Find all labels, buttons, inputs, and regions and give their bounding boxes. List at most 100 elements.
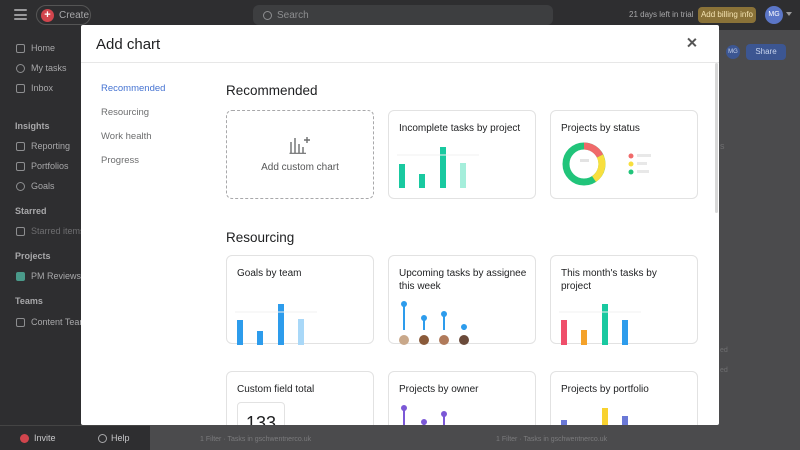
legend-dot-green (628, 169, 634, 175)
bar-chart-thumbnail (559, 304, 641, 345)
thumb-bar (602, 304, 608, 345)
search-icon (263, 10, 272, 20)
invite-button[interactable]: Invite (20, 433, 56, 443)
sidebar-item-label: Starred items (31, 226, 85, 236)
sidebar-item-label: Home (31, 43, 56, 53)
chart-card-this-months-tasks-by-project[interactable]: This month's tasks by project (550, 255, 698, 345)
chart-category-nav: Recommended Resourcing Work health Progr… (101, 83, 165, 179)
card-title: Goals by team (237, 268, 302, 279)
help-button[interactable]: Help (98, 433, 130, 443)
nav-item-work-health[interactable]: Work health (101, 131, 152, 142)
chevron-down-icon[interactable] (786, 12, 792, 16)
bar-chart-thumbnail (561, 408, 628, 425)
sidebar-item-label: PM Reviews (31, 271, 82, 281)
search-input[interactable]: Search (253, 5, 553, 25)
legend-dot-red (628, 153, 634, 159)
help-icon (98, 433, 107, 443)
insights-heading: Insights (15, 121, 50, 131)
chart-card-goals-by-team[interactable]: Goals by team (226, 255, 374, 345)
sidebar-item-my-tasks[interactable]: My tasks (16, 63, 67, 73)
add-billing-button[interactable]: Add billing info (698, 7, 756, 23)
sidebar-item-goals[interactable]: Goals (16, 181, 55, 191)
chart-card-upcoming-tasks-by-assignee[interactable]: Upcoming tasks by assignee this week (388, 255, 536, 345)
nav-item-progress[interactable]: Progress (101, 155, 140, 166)
scrollbar[interactable] (715, 63, 718, 213)
sidebar-item-label: Content Team (31, 317, 87, 327)
donut-segment-yellow (591, 154, 606, 182)
close-icon[interactable] (685, 36, 699, 50)
filter-text: 1 Filter · Tasks in gschwentnerco.uk (496, 436, 608, 443)
project-icon (16, 271, 25, 281)
check-circle-icon (16, 63, 25, 73)
sidebar-item-inbox[interactable]: Inbox (16, 83, 53, 93)
bar-chart-thumbnail (235, 304, 317, 345)
menu-icon[interactable] (14, 9, 27, 20)
bell-icon (16, 83, 25, 93)
starred-heading: Starred (15, 206, 47, 216)
create-label: Create (59, 9, 90, 21)
total-number: 133 (237, 402, 285, 425)
help-label: Help (111, 433, 130, 443)
share-button[interactable]: Share (746, 44, 786, 60)
sidebar-item-starred[interactable]: Starred items (16, 226, 85, 236)
thumb-bar (460, 163, 466, 188)
create-button[interactable]: + Create (36, 5, 91, 25)
trial-text: 21 days left in trial (629, 10, 694, 19)
add-custom-chart-card[interactable]: Add custom chart (226, 110, 374, 199)
thumb-bar (622, 416, 628, 425)
section-title-resourcing: Resourcing (226, 230, 295, 245)
avatar[interactable]: MG (726, 45, 740, 59)
search-placeholder: Search (277, 9, 309, 21)
sidebar-item-label: Reporting (31, 141, 71, 151)
assignee-avatar (419, 335, 429, 345)
thumb-bar (257, 331, 263, 345)
chart-gallery: Recommended Add custom chart Incomplete … (226, 64, 706, 425)
sidebar-item-pm-reviews[interactable]: PM Reviews (16, 271, 81, 281)
team-icon (16, 317, 25, 327)
bar-chart-thumbnail (397, 147, 479, 188)
donut-chart-thumbnail (562, 142, 651, 186)
chart-card-projects-by-status[interactable]: Projects by status (550, 110, 698, 199)
chart-card-projects-by-portfolio[interactable]: Projects by portfolio (550, 371, 698, 425)
background-text-fragment: ed (720, 347, 728, 354)
assignee-avatar (399, 335, 409, 345)
chart-card-incomplete-tasks-by-project[interactable]: Incomplete tasks by project (388, 110, 536, 199)
background-text-fragment: s (720, 141, 725, 151)
thumb-bar (419, 174, 425, 188)
plus-icon: + (41, 8, 54, 22)
assignee-avatar (459, 335, 469, 345)
add-chart-dialog: Add chart Recommended Resourcing Work he… (81, 25, 719, 425)
nav-item-resourcing[interactable]: Resourcing (101, 107, 150, 118)
donut-segment-red (583, 142, 604, 158)
filter-text: 1 Filter · Tasks in gschwentnerco.uk (200, 436, 312, 443)
card-title: Custom field total (237, 384, 315, 395)
card-title: Projects by owner (399, 384, 479, 395)
thumb-bar (399, 164, 405, 188)
sidebar-footer: Invite Help (0, 425, 150, 450)
add-custom-chart-label: Add custom chart (261, 162, 339, 173)
sidebar-item-reporting[interactable]: Reporting (16, 141, 70, 151)
assignee-avatar (439, 335, 449, 345)
sidebar-item-content-team[interactable]: Content Team (16, 317, 87, 327)
sidebar-item-portfolios[interactable]: Portfolios (16, 161, 69, 171)
dialog-title: Add chart (96, 36, 161, 53)
teams-heading: Teams (15, 296, 43, 306)
sidebar-item-home[interactable]: Home (16, 43, 55, 53)
dialog-header: Add chart (81, 25, 719, 63)
nav-item-recommended[interactable]: Recommended (101, 83, 166, 94)
thumb-bar (561, 420, 567, 425)
card-title: This month's tasks by project (561, 268, 657, 292)
thumb-bar (298, 319, 304, 345)
lollipop-chart-thumbnail (399, 301, 469, 345)
star-icon (16, 226, 25, 236)
thumb-bar (602, 408, 608, 425)
chart-card-projects-by-owner[interactable]: Projects by owner (388, 371, 536, 425)
avatar[interactable]: MG (765, 6, 783, 24)
section-title-recommended: Recommended (226, 83, 318, 98)
home-icon (16, 43, 25, 53)
thumb-bar (440, 147, 446, 188)
chart-card-custom-field-total[interactable]: Custom field total 133 (226, 371, 374, 425)
sidebar-item-label: Inbox (31, 83, 54, 93)
chart-plus-icon (289, 136, 311, 154)
sidebar-item-label: Portfolios (31, 161, 69, 171)
